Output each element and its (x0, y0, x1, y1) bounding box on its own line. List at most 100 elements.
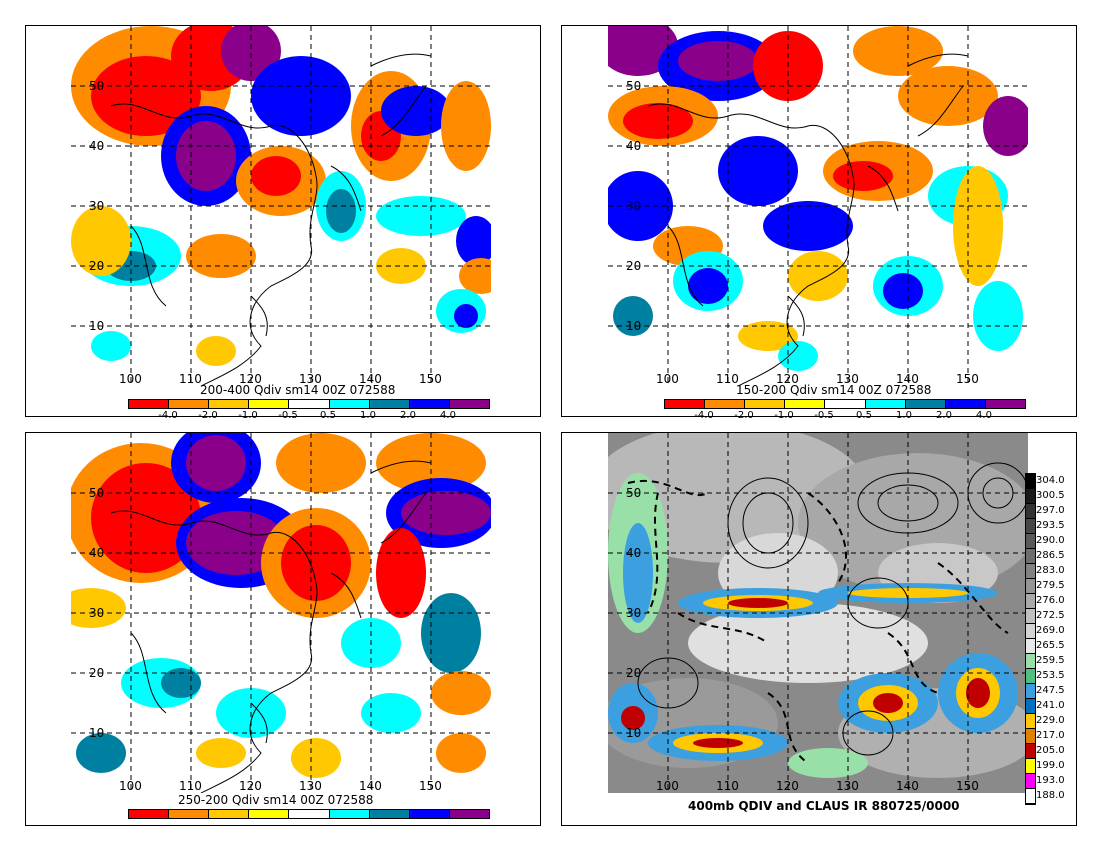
lon-label: 130 (836, 372, 859, 386)
ir-colorbar (1025, 473, 1036, 805)
colorbar-tick: 2.0 (936, 410, 952, 421)
lat-label: 50 (626, 486, 641, 500)
ir-colorbar-cell (1026, 789, 1035, 804)
panel-150-200: 50 40 30 20 10 100 110 120 130 140 150 1… (561, 25, 1077, 421)
ir-colorbar-cell (1026, 684, 1035, 699)
ir-colorbar-cell (1026, 774, 1035, 789)
colorbar-tick: -4.0 (158, 410, 178, 421)
lon-label: 140 (359, 372, 382, 386)
ir-colorbar-label: 283.0 (1036, 564, 1065, 576)
lat-label: 40 (626, 546, 641, 560)
ir-colorbar-cell (1026, 714, 1035, 729)
colorbar-tick: -2.0 (734, 410, 754, 421)
ir-colorbar-cell (1026, 654, 1035, 669)
qdiv-map-200-400: 50 40 30 20 10 100 110 120 130 140 150 (71, 26, 491, 386)
lat-label: 40 (89, 139, 104, 153)
qdiv-field-svg: 50 40 30 20 10 100 110 120 130 140 150 (71, 433, 491, 793)
qdiv-colorbar (128, 809, 490, 819)
lat-label: 30 (626, 199, 641, 213)
ir-field-svg: 50 40 30 20 10 100 110 120 130 140 150 (608, 433, 1028, 793)
ir-colorbar-cell (1026, 519, 1035, 534)
lon-label: 130 (299, 779, 322, 793)
panel-title: 150-200 Qdiv sm14 00Z 072588 (736, 383, 932, 397)
colorbar-tick: -2.0 (198, 410, 218, 421)
lon-label: 100 (119, 372, 142, 386)
colorbar-tick: -0.5 (278, 410, 298, 421)
colorbar-tick: 0.5 (320, 410, 336, 421)
colorbar-tick: 2.0 (400, 410, 416, 421)
colorbar-tick: -1.0 (774, 410, 794, 421)
lat-label: 20 (626, 259, 641, 273)
ir-colorbar-label: 279.5 (1036, 579, 1065, 591)
colorbar-tick: 1.0 (896, 410, 912, 421)
lon-label: 150 (956, 779, 979, 793)
colorbar-tick: -0.5 (814, 410, 834, 421)
ir-colorbar-label: 290.0 (1036, 534, 1065, 546)
lon-label: 110 (716, 372, 739, 386)
ir-colorbar-cell (1026, 729, 1035, 744)
ir-colorbar-cell (1026, 489, 1035, 504)
ir-colorbar-label: 259.5 (1036, 654, 1065, 666)
ir-colorbar-label: 265.5 (1036, 639, 1065, 651)
lon-label: 140 (896, 779, 919, 793)
lat-label: 50 (89, 79, 104, 93)
panel-title: 200-400 Qdiv sm14 00Z 072588 (200, 383, 396, 397)
qdiv-field-svg: 50 40 30 20 10 100 110 120 130 140 150 (608, 26, 1028, 386)
ir-colorbar-cell (1026, 639, 1035, 654)
lat-label: 10 (626, 726, 641, 740)
colorbar-tick: -1.0 (238, 410, 258, 421)
lat-label: 10 (89, 726, 104, 740)
lat-label: 30 (89, 199, 104, 213)
ir-colorbar-label: 293.5 (1036, 519, 1065, 531)
panel-250-200: 50 40 30 20 10 100 110 120 130 140 150 2… (25, 432, 541, 826)
lat-label: 20 (89, 666, 104, 680)
lon-label: 120 (776, 372, 799, 386)
lat-label: 20 (626, 666, 641, 680)
ir-colorbar-label: 269.0 (1036, 624, 1065, 636)
ir-colorbar-label: 247.5 (1036, 684, 1065, 696)
colorbar-tick: -4.0 (694, 410, 714, 421)
ir-colorbar-label: 276.0 (1036, 594, 1065, 606)
lat-label: 10 (626, 319, 641, 333)
ir-colorbar-label: 229.0 (1036, 714, 1065, 726)
lon-label: 110 (179, 372, 202, 386)
lat-label: 50 (89, 486, 104, 500)
lon-label: 130 (836, 779, 859, 793)
ir-colorbar-label: 188.0 (1036, 789, 1065, 801)
ir-colorbar-cell (1026, 624, 1035, 639)
qdiv-colorbar (664, 399, 1026, 409)
lon-label: 150 (956, 372, 979, 386)
lon-label: 120 (239, 779, 262, 793)
ir-colorbar-label: 193.0 (1036, 774, 1065, 786)
lon-label: 120 (239, 372, 262, 386)
lat-label: 50 (626, 79, 641, 93)
lat-label: 40 (626, 139, 641, 153)
ir-map: 50 40 30 20 10 100 110 120 130 140 150 (608, 433, 1028, 793)
ir-colorbar-cell (1026, 534, 1035, 549)
ir-colorbar-cell (1026, 564, 1035, 579)
colorbar-tick: 4.0 (976, 410, 992, 421)
lon-label: 110 (179, 779, 202, 793)
ir-colorbar-label: 217.0 (1036, 729, 1065, 741)
ir-colorbar-label: 199.0 (1036, 759, 1065, 771)
ir-colorbar-cell (1026, 474, 1035, 489)
panel-title: 250-200 Qdiv sm14 00Z 072588 (178, 793, 374, 807)
panel-title: 400mb QDIV and CLAUS IR 880725/0000 (688, 799, 960, 813)
ir-colorbar-cell (1026, 594, 1035, 609)
ir-colorbar-label: 300.5 (1036, 489, 1065, 501)
qdiv-field-svg: 50 40 30 20 10 100 110 120 130 140 150 (71, 26, 491, 386)
ir-colorbar-cell (1026, 504, 1035, 519)
lat-label: 30 (626, 606, 641, 620)
lat-label: 40 (89, 546, 104, 560)
lon-label: 150 (419, 372, 442, 386)
lon-label: 140 (896, 372, 919, 386)
lon-label: 150 (419, 779, 442, 793)
colorbar-tick: 0.5 (856, 410, 872, 421)
ir-colorbar-label: 205.0 (1036, 744, 1065, 756)
lon-label: 100 (656, 779, 679, 793)
panel-400mb-claus-ir: 50 40 30 20 10 100 110 120 130 140 150 4… (561, 432, 1077, 826)
ir-colorbar-cell (1026, 669, 1035, 684)
ir-colorbar-cell (1026, 744, 1035, 759)
ir-colorbar-cell (1026, 579, 1035, 594)
lon-label: 100 (656, 372, 679, 386)
